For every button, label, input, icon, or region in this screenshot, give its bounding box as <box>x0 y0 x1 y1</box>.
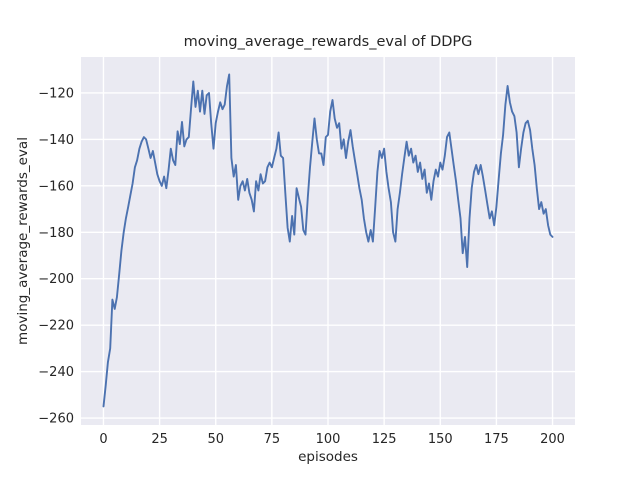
y-tick-label: −240 <box>38 365 74 380</box>
chart-title: moving_average_rewards_eval of DDPG <box>183 34 473 50</box>
x-tick-label: 0 <box>99 432 107 447</box>
y-tick-label: −120 <box>38 86 74 101</box>
x-tick-label: 150 <box>428 432 453 447</box>
x-tick-label: 175 <box>484 432 509 447</box>
y-tick-label: −260 <box>38 412 74 427</box>
x-tick-label: 125 <box>372 432 397 447</box>
x-axis-label: episodes <box>298 449 358 465</box>
y-tick-label: −180 <box>38 226 74 241</box>
x-tick-label: 100 <box>316 432 341 447</box>
reward-line <box>102 73 554 408</box>
x-tick-label: 200 <box>540 432 565 447</box>
x-tick-label: 75 <box>264 432 281 447</box>
x-tick-label: 50 <box>207 432 224 447</box>
y-tick-label: −140 <box>38 133 74 148</box>
y-axis-label: moving_average_rewards_eval <box>15 137 31 345</box>
y-tick-label: −200 <box>38 272 74 287</box>
y-tick-label: −220 <box>38 319 74 334</box>
x-tick-label: 25 <box>151 432 168 447</box>
y-tick-label: −160 <box>38 179 74 194</box>
